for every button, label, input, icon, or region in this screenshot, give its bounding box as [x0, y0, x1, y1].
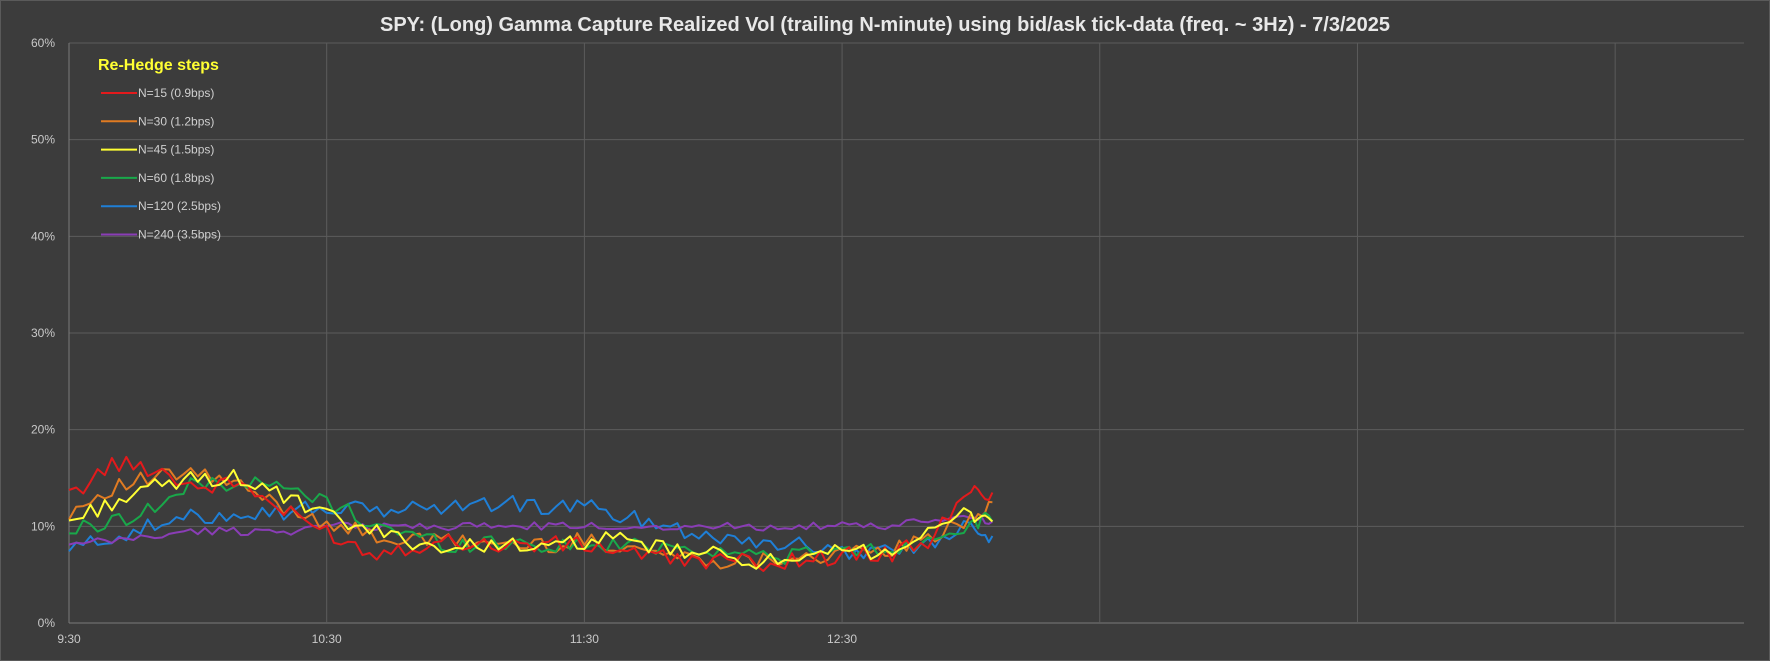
- legend-label: N=240 (3.5bps): [138, 228, 221, 242]
- legend-label: N=45 (1.5bps): [138, 143, 214, 157]
- series-line-n45: [68, 468, 994, 570]
- series-line-n30: [68, 467, 993, 570]
- legend-items: N=15 (0.9bps) N=30 (1.2bps) N=45 (1.5bps) N…: [101, 86, 221, 242]
- legend-label: N=30 (1.2bps): [138, 114, 214, 128]
- x-tick-label: 12:30: [827, 632, 857, 646]
- x-tick-label: 10:30: [312, 632, 342, 646]
- y-tick-label: 60%: [31, 36, 55, 50]
- y-tick-label: 10%: [31, 519, 55, 533]
- chart-title: SPY: (Long) Gamma Capture Realized Vol (…: [380, 14, 1390, 36]
- x-tick-label: 11:30: [570, 632, 599, 646]
- legend-title: Re-Hedge steps: [98, 57, 219, 74]
- y-tick-label: 50%: [31, 133, 55, 147]
- series-line-n60: [68, 476, 994, 565]
- legend-label: N=120 (2.5bps): [138, 199, 221, 213]
- series-line-n240: [68, 514, 993, 546]
- legend-label: N=15 (0.9bps): [138, 86, 214, 100]
- legend: Re-Hedge steps N=15 (0.9bps) N=30 (1.2bps…: [98, 57, 221, 242]
- series-layer: [68, 455, 994, 572]
- grid-layer: [68, 42, 1744, 624]
- y-tick-label: 40%: [31, 229, 55, 243]
- legend-label: N=60 (1.8bps): [138, 171, 214, 185]
- y-tick-label: 20%: [31, 423, 55, 437]
- axis-layer: 0% 10% 20% 30% 40% 50% 60% 9:30 10:30 11:30 12:30: [31, 36, 857, 646]
- x-tick-label: 9:30: [57, 632, 81, 646]
- y-tick-label: 0%: [38, 616, 56, 630]
- y-tick-label: 30%: [31, 326, 55, 340]
